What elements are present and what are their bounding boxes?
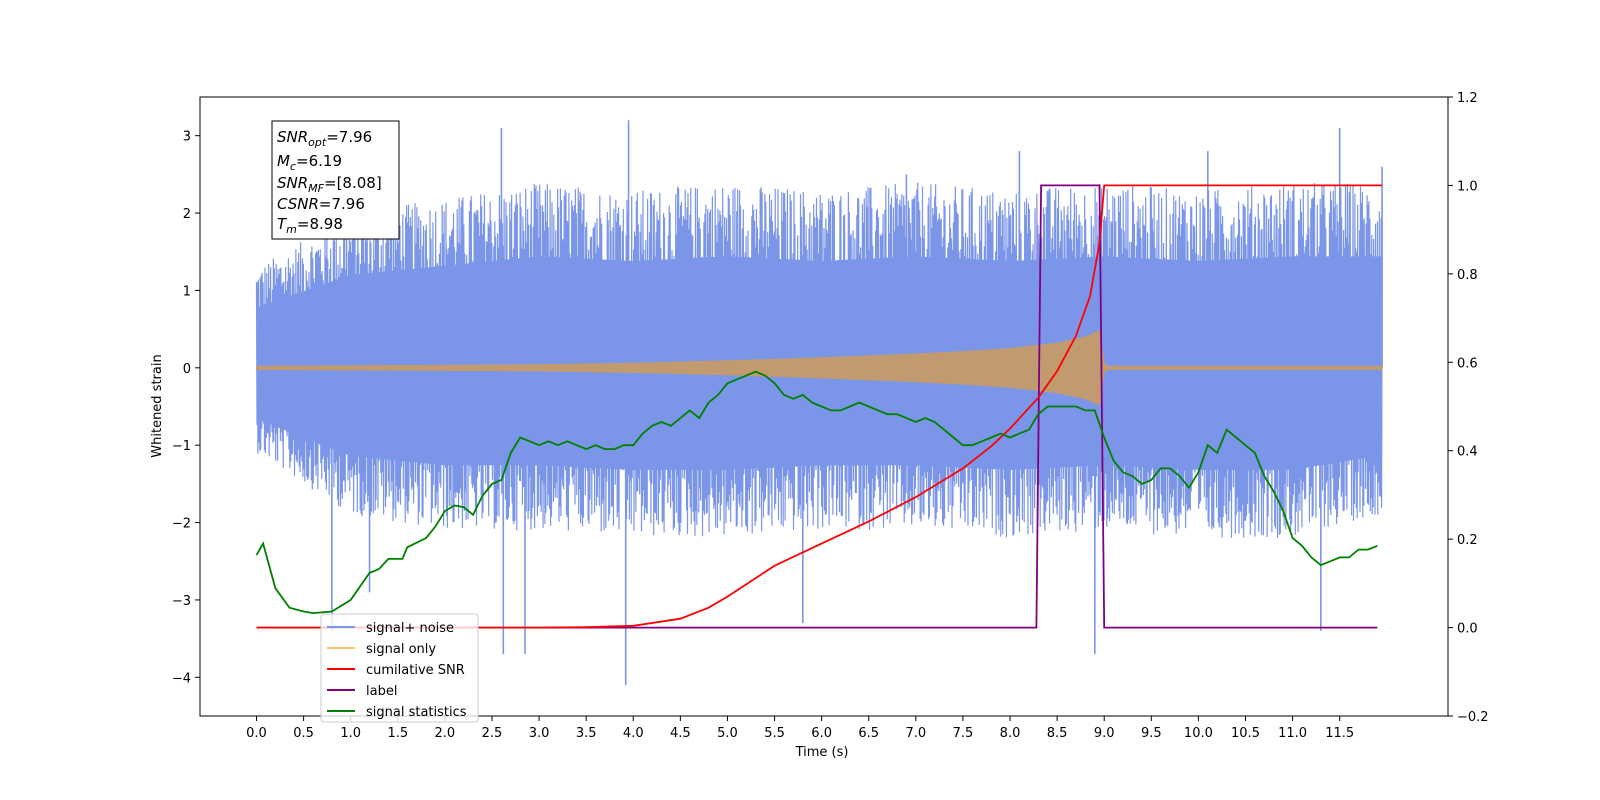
signal-statistics-line (255, 370, 1378, 615)
label-line (256, 184, 1378, 629)
legend: signal+ noise signal only cumilative SNR la… (320, 613, 479, 723)
x-tick-label: 6.0 (811, 726, 832, 741)
x-tick-label: 11.5 (1325, 726, 1354, 741)
x-tick-label: 2.5 (482, 726, 503, 741)
annotation-box-frame (271, 120, 400, 240)
y-tick-label: 1 (183, 284, 191, 299)
x-tick-label: 3.0 (529, 726, 550, 741)
x-tick-label: 0.5 (293, 726, 314, 741)
annotation-snr-opt: SNRopt=7.96 (277, 128, 372, 149)
annotation-mc: Mc=6.19 (277, 152, 342, 173)
y-right-tick-label: 0.2 (1457, 533, 1478, 548)
annotation-csnr: CSNR=7.96 (277, 195, 365, 213)
annotation-snr-mf: SNRMF=[8.08] (277, 174, 382, 195)
annotation-snr-mf-value: =[8.08] (324, 174, 382, 192)
annotation-tm: Tm=8.98 (277, 215, 343, 236)
y-right-tick-label: 0.4 (1457, 445, 1478, 460)
legend-label: cumilative SNR (366, 663, 465, 678)
x-tick-label: 10.0 (1184, 726, 1213, 741)
y-right-tick-label: 0.0 (1457, 622, 1478, 637)
x-tick-label: 9.5 (1141, 726, 1162, 741)
y-right-tick-label: 1.0 (1457, 179, 1478, 194)
x-axis-ticks: 0.0 0.5 1.0 1.5 2.0 2.5 3.0 3.5 4.0 4.5 5.0 5.5 6.0 6… (246, 716, 1354, 741)
y-tick-label: 3 (183, 130, 191, 145)
y-tick-label: −1 (172, 439, 191, 454)
legend-frame (320, 613, 479, 723)
x-tick-label: 8.0 (1000, 726, 1021, 741)
x-tick-label: 1.0 (340, 726, 361, 741)
y-tick-label: −3 (172, 594, 191, 609)
x-tick-label: 7.5 (953, 726, 974, 741)
y-right-tick-label: −0.2 (1457, 710, 1489, 725)
x-axis-label: Time (s) (795, 745, 849, 760)
x-tick-label: 4.5 (670, 726, 691, 741)
x-tick-label: 5.0 (717, 726, 738, 741)
parameter-annotation-box: SNRopt=7.96 Mc=6.19 SNRMF=[8.08] CSNR=7.… (271, 120, 400, 240)
plot-frame (199, 96, 1449, 717)
x-tick-label: 0.0 (246, 726, 267, 741)
x-tick-label: 9.0 (1094, 726, 1115, 741)
x-tick-label: 11.0 (1278, 726, 1307, 741)
x-tick-label: 10.5 (1231, 726, 1260, 741)
signal-noise-series (255, 120, 1383, 686)
y-right-tick-label: 0.8 (1457, 268, 1478, 283)
legend-label: label (366, 684, 397, 699)
legend-label: signal only (366, 642, 436, 657)
annotation-mc-value: =6.19 (296, 152, 342, 170)
annotation-snr-opt-value: =7.96 (326, 128, 372, 146)
x-tick-label: 6.5 (858, 726, 879, 741)
y-axis-left-ticks: 3 2 1 0 −1 −2 −3 −4 (172, 130, 200, 686)
cumulative-snr-line (256, 184, 1383, 629)
y-right-tick-label: 0.6 (1457, 356, 1478, 371)
legend-label: signal statistics (366, 705, 467, 720)
x-tick-label: 8.5 (1047, 726, 1068, 741)
y-axis-label: Whitened strain (150, 354, 165, 457)
annotation-csnr-value: =7.96 (319, 195, 365, 213)
y-tick-label: 2 (183, 207, 191, 222)
y-tick-label: 0 (183, 362, 191, 377)
y-tick-label: −2 (172, 517, 191, 532)
x-tick-label: 4.0 (623, 726, 644, 741)
x-tick-label: 3.5 (576, 726, 597, 741)
x-tick-label: 2.0 (435, 726, 456, 741)
y-tick-label: −4 (172, 671, 191, 686)
x-tick-label: 1.5 (387, 726, 408, 741)
y-axis-right-ticks: 1.2 1.0 0.8 0.6 0.4 0.2 0.0 −0.2 (1448, 91, 1489, 725)
legend-label: signal+ noise (366, 621, 454, 636)
annotation-tm-value: =8.98 (297, 215, 343, 233)
line-series-layer (255, 184, 1383, 629)
x-tick-label: 7.0 (905, 726, 926, 741)
y-right-tick-label: 1.2 (1457, 91, 1478, 106)
x-tick-label: 5.5 (764, 726, 785, 741)
signal-noise-trace (255, 182, 1383, 539)
